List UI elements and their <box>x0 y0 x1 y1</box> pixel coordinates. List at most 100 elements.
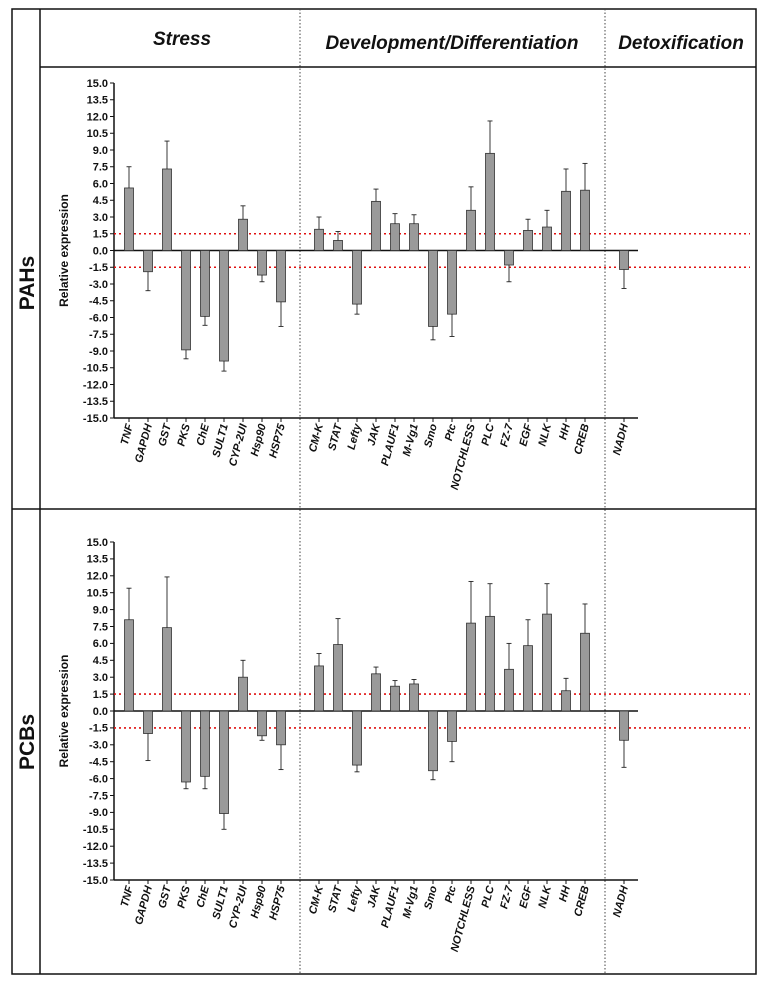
x-tick-label: M-Vg1 <box>401 423 421 458</box>
figure-frame <box>11 8 757 975</box>
x-tick-label: EGF <box>517 422 535 447</box>
x-tick-label: PLC <box>480 422 498 447</box>
x-tick-label: Lefty <box>346 422 365 451</box>
x-tick-label: Hsp90 <box>249 422 269 458</box>
x-tick-label: STAT <box>326 421 345 452</box>
x-tick-label: CM-K <box>307 884 326 916</box>
bar-NOTCHLESS <box>466 209 476 251</box>
y-tick-label: -15.0 <box>83 875 108 887</box>
row-header-pcbs: PCBs <box>16 714 39 770</box>
x-tick-label: SULT1 <box>210 885 230 921</box>
y-axis-label: Relative expression <box>57 655 71 768</box>
x-tick-label: NLK <box>536 884 554 910</box>
y-axis-label: Relative expression <box>57 194 71 307</box>
chart-panel-pahs: 15.0 13.5 12.0 10.5 9.0 7.5 6.0 4.5 3.0 1.5 0.0 -1.… <box>57 78 750 491</box>
x-tick-label: CREB <box>572 423 592 456</box>
bar-PLAUF1 <box>390 685 400 712</box>
bar-CREB <box>580 189 590 251</box>
x-tick-label: PKS <box>175 422 193 448</box>
x-tick-label: Smo <box>422 884 440 910</box>
x-tick-label: GAPDH <box>133 884 155 926</box>
x-tick-label: NADH <box>611 422 631 457</box>
x-tick-label: CYP-2UI <box>227 884 250 930</box>
x-tick-label: PLAUF1 <box>379 423 402 467</box>
column-header-detoxification: Detoxification <box>618 33 744 54</box>
x-tick-label: PLAUF1 <box>379 885 402 929</box>
y-tick-label: -1.5 <box>89 262 108 274</box>
y-tick-label: -7.5 <box>89 329 108 341</box>
y-tick-label: 6.0 <box>93 178 108 190</box>
bar-GST <box>162 627 172 712</box>
bar-TNF <box>124 187 134 251</box>
x-tick-label: CREB <box>572 885 592 918</box>
x-tick-label: FZ-7 <box>498 884 516 910</box>
x-tick-label: CM-K <box>307 422 326 454</box>
bar-NLK <box>542 226 552 251</box>
bar-SULT1 <box>219 250 229 362</box>
bar-FZ-7 <box>504 250 514 266</box>
bar-Ptc <box>447 250 457 315</box>
bar-CM-K <box>314 228 324 251</box>
x-tick-label: HH <box>557 884 573 903</box>
y-tick-label: 3.0 <box>93 212 108 224</box>
x-tick-label: CYP-2UI <box>227 422 250 468</box>
bar-TNF <box>124 619 134 712</box>
y-tick-label: -9.0 <box>89 346 108 358</box>
bar-STAT <box>333 240 343 251</box>
bar-HSP75 <box>276 710 286 746</box>
y-tick-label: 4.5 <box>93 655 108 667</box>
bar-Smo <box>428 710 438 772</box>
row-header-pahs: PAHs <box>16 256 39 310</box>
bar-NADH <box>619 250 629 270</box>
y-tick-label: 0.0 <box>93 706 108 718</box>
bar-ChE <box>200 710 210 777</box>
x-tick-label: EGF <box>517 884 535 909</box>
chart-panel-pcbs: 15.0 13.5 12.0 10.5 9.0 7.5 6.0 4.5 3.0 1.5 0.0 -1.… <box>57 537 750 953</box>
bar-NADH <box>619 710 629 741</box>
y-tick-label: 3.0 <box>93 672 108 684</box>
y-tick-label: 1.5 <box>93 689 108 701</box>
y-tick-label: 9.0 <box>93 145 108 157</box>
bar-HH <box>561 690 571 712</box>
y-tick-label: -10.5 <box>83 824 108 836</box>
bar-CYP-2UI <box>238 676 248 712</box>
bar-Hsp90 <box>257 710 267 737</box>
x-tick-label: Smo <box>422 422 440 448</box>
y-tick-label: 7.5 <box>93 621 108 633</box>
y-tick-label: -6.0 <box>89 773 108 785</box>
x-tick-label: Lefty <box>346 884 365 913</box>
x-tick-label: HH <box>557 422 573 441</box>
y-tick-label: 13.5 <box>87 554 108 566</box>
x-tick-label: HSP75 <box>267 422 288 460</box>
bar-CREB <box>580 632 590 712</box>
bar-EGF <box>523 229 533 251</box>
y-tick-label: -3.0 <box>89 279 108 291</box>
bar-GAPDH <box>143 710 153 734</box>
bar-Hsp90 <box>257 250 267 276</box>
x-tick-label: Ptc <box>443 423 459 443</box>
y-tick-label: 12.0 <box>87 571 108 583</box>
y-tick-label: -4.5 <box>89 296 108 308</box>
bar-Ptc <box>447 710 457 742</box>
y-tick-label: 10.5 <box>87 588 108 600</box>
y-tick-label: 10.5 <box>87 128 108 140</box>
bar-SULT1 <box>219 710 229 814</box>
y-tick-label: 1.5 <box>93 229 108 241</box>
bar-PKS <box>181 710 191 783</box>
bar-CYP-2UI <box>238 218 248 251</box>
x-tick-label: SULT1 <box>210 423 230 459</box>
bar-Lefty <box>352 710 362 766</box>
x-tick-label: HSP75 <box>267 884 288 922</box>
y-tick-label: 9.0 <box>93 604 108 616</box>
x-tick-label: GAPDH <box>133 422 155 464</box>
x-tick-label: PKS <box>175 884 193 910</box>
y-tick-label: 6.0 <box>93 638 108 650</box>
bar-JAK <box>371 200 381 251</box>
x-tick-label: JAK <box>366 422 384 447</box>
x-tick-label: M-Vg1 <box>401 885 421 920</box>
x-tick-label: NADH <box>611 884 631 919</box>
x-tick-label: Ptc <box>443 885 459 905</box>
x-tick-label: NLK <box>536 422 554 448</box>
y-tick-label: 15.0 <box>87 537 108 549</box>
x-tick-label: STAT <box>326 883 345 914</box>
